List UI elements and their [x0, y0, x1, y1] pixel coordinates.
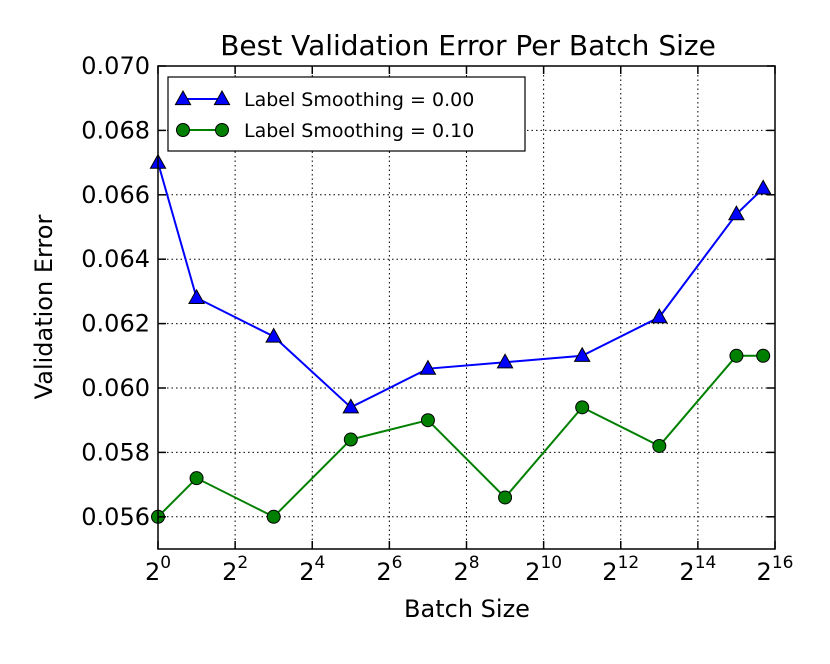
ticks: [157, 65, 776, 549]
legend-marker: [215, 123, 229, 137]
data-point: [496, 353, 514, 369]
y-tick-label: 0.060: [81, 374, 150, 402]
data-point: [189, 471, 204, 486]
x-tick-label: 20: [145, 553, 171, 586]
data-point: [756, 348, 771, 363]
x-tick-exponent: 4: [314, 553, 325, 573]
x-tick-exponent: 12: [618, 553, 640, 573]
data-point: [343, 432, 358, 447]
y-tick-label: 0.066: [81, 181, 150, 209]
data-point: [754, 179, 772, 195]
y-tick-label: 0.068: [81, 116, 150, 144]
x-tick-exponent: 8: [469, 553, 480, 573]
y-tick-label: 0.070: [81, 52, 150, 80]
x-tick-label: 28: [453, 553, 479, 586]
x-tick-base: 2: [525, 558, 540, 586]
x-tick-exponent: 10: [540, 553, 562, 573]
x-tick-base: 2: [757, 558, 772, 586]
legend-marker: [174, 89, 192, 106]
x-tick-exponent: 16: [772, 553, 794, 573]
x-tick-base: 2: [376, 558, 391, 586]
x-tick-label: 210: [525, 553, 562, 586]
legend: Label Smoothing = 0.00 Label Smoothing = …: [167, 76, 526, 152]
x-tick-base: 2: [145, 558, 160, 586]
x-tick-exponent: 6: [392, 553, 403, 573]
x-tick-label: 212: [602, 553, 639, 586]
data-point: [188, 288, 206, 304]
x-tick-label: 214: [679, 553, 716, 586]
y-tick-labels: 0.056 0.058 0.060 0.062 0.064 0.066 0.068 0.070: [81, 52, 150, 531]
chart-title: Best Validation Error Per Batch Size: [220, 29, 716, 62]
series-line: [157, 354, 764, 519]
x-tick-label: 216: [757, 553, 794, 586]
y-tick-label: 0.058: [81, 438, 150, 466]
data-point: [419, 359, 437, 375]
data-point: [498, 490, 513, 505]
x-axis-label: Batch Size: [404, 595, 530, 623]
x-tick-label: 24: [299, 553, 325, 586]
x-tick-base: 2: [453, 558, 468, 586]
data-point: [729, 348, 744, 363]
series-0: [149, 153, 772, 414]
series-layer: [149, 153, 772, 524]
x-tick-base: 2: [222, 558, 237, 586]
y-tick-label: 0.062: [81, 310, 150, 338]
legend-box: [167, 76, 526, 152]
legend-label: Label Smoothing = 0.10: [244, 120, 474, 142]
legend-label: Label Smoothing = 0.00: [244, 89, 474, 111]
x-tick-exponent: 2: [237, 553, 248, 573]
y-tick-label: 0.064: [81, 245, 150, 273]
x-tick-base: 2: [299, 558, 314, 586]
x-tick-label: 26: [376, 553, 402, 586]
series-line: [157, 162, 764, 409]
x-tick-exponent: 14: [695, 553, 717, 573]
y-axis-label: Validation Error: [30, 215, 58, 400]
data-point: [575, 400, 590, 415]
legend-marker: [176, 123, 190, 137]
x-tick-labels: 20 22 24 26 28 210 212 214 216: [145, 553, 794, 586]
data-point: [265, 327, 283, 343]
data-point: [342, 398, 360, 414]
data-point: [652, 438, 667, 453]
x-tick-exponent: 0: [160, 553, 171, 573]
data-point: [266, 509, 281, 524]
data-point: [420, 413, 435, 428]
x-tick-label: 22: [222, 553, 248, 586]
grid: [158, 66, 775, 549]
legend-marker: [213, 89, 231, 106]
data-point: [573, 346, 591, 362]
x-tick-base: 2: [602, 558, 617, 586]
x-tick-base: 2: [679, 558, 694, 586]
data-point: [650, 308, 668, 324]
series-1: [151, 348, 771, 524]
y-tick-label: 0.056: [81, 503, 150, 531]
data-point: [727, 205, 745, 221]
